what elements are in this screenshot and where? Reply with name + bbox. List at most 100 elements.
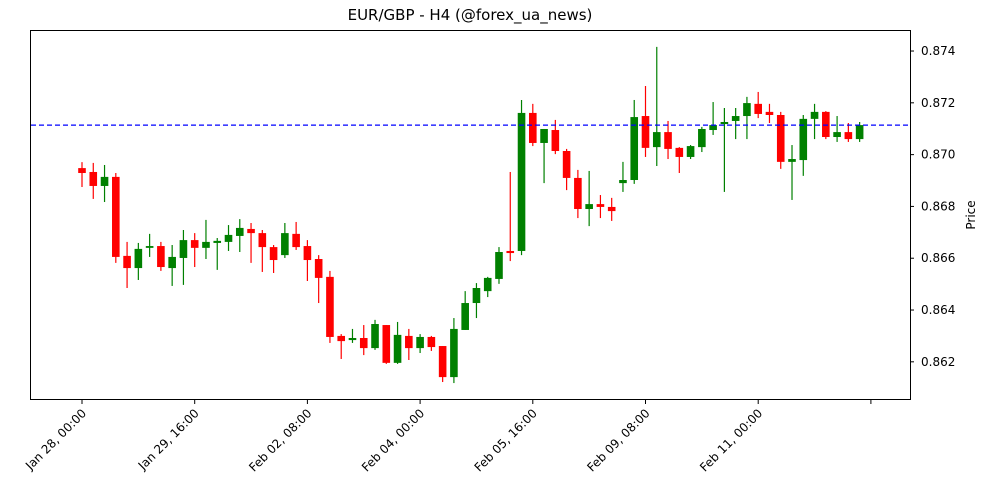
candle-body — [405, 335, 413, 349]
candle-body — [123, 255, 131, 269]
candle-body — [348, 337, 357, 341]
candle — [224, 225, 233, 251]
candle — [664, 120, 672, 160]
candle — [134, 242, 143, 280]
candle — [190, 233, 199, 268]
x-tick-label: Feb 02, 08:00 — [246, 406, 314, 474]
candle — [416, 334, 424, 354]
x-tick-label: Jan 28, 00:00 — [22, 406, 89, 473]
y-axis-label: Price — [964, 200, 978, 229]
candle-body — [269, 247, 278, 261]
candle — [765, 103, 774, 124]
candle-body — [168, 256, 176, 269]
candle-body — [731, 116, 740, 121]
candle — [540, 128, 548, 184]
candle — [202, 219, 210, 260]
candle-body — [78, 168, 86, 174]
candle — [810, 103, 819, 140]
y-tick-label: 0.862 — [921, 355, 955, 369]
candle — [235, 219, 244, 253]
candle — [529, 103, 537, 147]
candle-body — [664, 132, 672, 149]
y-axis: 0.862 0.864 0.866 0.868 0.870 0.872 0.874 — [910, 44, 955, 369]
candle — [686, 145, 695, 160]
candle-body — [483, 277, 492, 292]
y-tick-label: 0.870 — [921, 148, 955, 162]
candle — [709, 102, 717, 135]
candle-body — [382, 325, 391, 363]
candle-body — [190, 240, 199, 248]
candle — [371, 319, 379, 350]
candle — [168, 245, 176, 286]
candle — [281, 222, 289, 258]
candle-body — [461, 303, 469, 330]
candle — [100, 164, 109, 203]
candle-body — [776, 114, 785, 162]
candle — [585, 170, 593, 227]
candle-body — [574, 177, 582, 210]
candle — [247, 222, 255, 263]
candle — [393, 321, 402, 364]
candle — [145, 233, 154, 257]
x-tick-label: Feb 05, 16:00 — [472, 406, 540, 474]
candle-body — [630, 117, 639, 181]
candle — [619, 161, 627, 192]
candle-body — [686, 146, 695, 157]
candle-body — [822, 111, 830, 138]
candle — [675, 147, 684, 174]
candle-body — [506, 250, 515, 254]
y-tick-label: 0.868 — [921, 199, 955, 213]
candle-body — [416, 336, 424, 349]
candle-body — [788, 159, 796, 162]
candle — [562, 148, 571, 191]
candle — [574, 169, 582, 219]
candle — [506, 171, 515, 262]
candle — [652, 46, 661, 167]
plot-frame — [30, 30, 911, 400]
candle — [405, 328, 413, 361]
candle — [89, 162, 98, 199]
candle-body — [472, 288, 481, 304]
candle-body — [112, 176, 120, 257]
candle — [630, 99, 639, 184]
candle — [427, 335, 436, 351]
x-tick-label: Feb 09, 08:00 — [584, 406, 652, 474]
candle — [743, 96, 751, 140]
candle — [78, 162, 86, 187]
candle-body — [675, 147, 684, 157]
candle — [596, 195, 605, 219]
candle-body — [235, 227, 244, 236]
candle — [844, 123, 853, 142]
candle — [123, 241, 131, 289]
candle-body — [202, 241, 210, 248]
candle — [337, 334, 346, 359]
candle-body — [292, 233, 300, 248]
candle-body — [833, 132, 841, 138]
candle-body — [337, 335, 346, 342]
candle-body — [438, 346, 447, 378]
candle — [698, 126, 706, 153]
candle — [461, 291, 469, 330]
candle-body — [326, 276, 334, 337]
candle-body — [743, 103, 751, 117]
x-tick-label: Jan 29, 16:00 — [135, 406, 202, 473]
candle-body — [709, 125, 717, 131]
candle-body — [213, 240, 222, 243]
candle — [157, 241, 165, 271]
candle — [607, 197, 616, 221]
candle — [517, 99, 526, 256]
candle-body — [314, 259, 323, 278]
candle-body — [495, 252, 503, 279]
candle — [382, 325, 391, 364]
candle — [776, 111, 785, 169]
candle-body — [371, 324, 379, 349]
candle-body — [529, 112, 537, 143]
y-tick-label: 0.872 — [921, 96, 955, 110]
candle — [359, 325, 368, 356]
candle-body — [844, 132, 853, 140]
candle-body — [450, 328, 458, 378]
candle — [788, 145, 796, 200]
candle-body — [359, 337, 368, 349]
y-tick-label: 0.864 — [921, 303, 955, 317]
